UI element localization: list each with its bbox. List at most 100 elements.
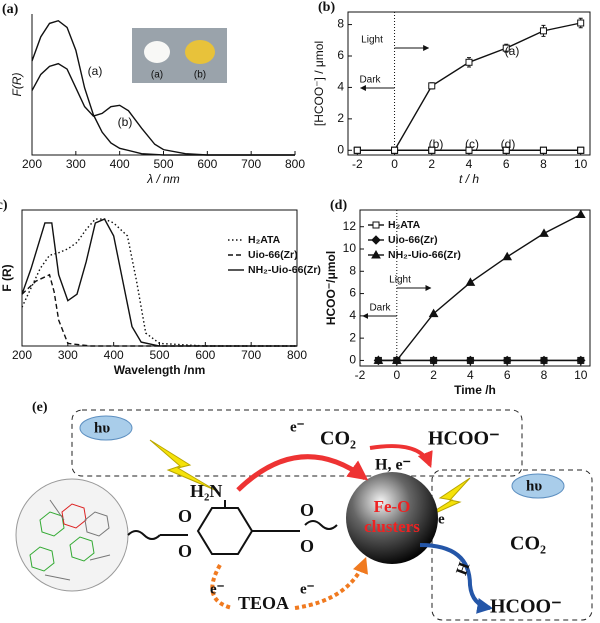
electron-label: e⁻ [290,419,305,435]
x-tick-label: 600 [195,348,215,362]
x-tick-label: 6 [503,157,510,171]
linker [127,530,161,540]
marker [465,58,473,66]
panel-label: (b) [318,0,335,15]
marker [502,44,510,52]
marker [502,251,513,261]
annotation: Dark [369,303,391,314]
formate-label: HCOO⁻ [428,428,500,450]
x-tick-label: 2 [428,157,435,171]
y-tick-label: 8 [337,17,344,31]
teoa-label: TEOA [238,593,289,613]
y-tick-label: 10 [343,241,357,255]
marker [353,146,361,154]
annotation: Light [389,275,411,286]
electron-arrow [210,560,365,610]
x-axis-label: Wavelength /nm [114,363,206,377]
dashed-box [71,409,523,477]
y-axis-label: F (R) [0,264,14,291]
x-tick-label: 8 [541,368,548,382]
marker [465,277,476,286]
y-axis-label: [HCOO⁻] / μmol [312,41,326,126]
sample [144,41,170,63]
y-tick-label: 4 [349,308,356,322]
inset-label: (a) [151,70,163,81]
oxygen-label: O [300,500,314,520]
x-tick-label: 800 [285,157,305,171]
marker [575,209,586,218]
panel-label: (e) [32,400,48,415]
series-line [21,273,297,347]
series-line [31,19,295,156]
y-tick-label: 6 [349,286,356,300]
x-tick-label: 0 [393,368,400,382]
y-tick-label: 8 [349,263,356,277]
marker [577,19,585,27]
x-tick-label: 400 [104,348,124,362]
x-tick-label: 0 [391,157,398,171]
x-tick-label: -2 [352,157,363,171]
x-axis-label: Time /h [454,383,496,397]
photon-badge [511,473,565,499]
photon-label: hυ [94,420,110,436]
panel-label: (d) [330,198,347,213]
y-tick-label: 12 [343,219,357,233]
marker [465,355,476,366]
x-tick-label: 2 [430,368,437,382]
marker [539,27,547,35]
x-tick-label: 8 [540,157,547,171]
x-tick-label: 600 [197,157,217,171]
x-tick-label: 500 [149,348,169,362]
x-tick-label: 6 [504,368,511,382]
legend-label: NH₂-Uio-66(Zr) [388,249,461,261]
x-tick-label: 800 [287,348,307,362]
legend-label: Uio-66(Zr) [388,234,438,246]
legend-marker [371,235,381,245]
marker [391,355,402,364]
marker [539,355,549,366]
marker [502,146,510,154]
y-tick-label: 2 [349,330,356,344]
x-tick-label: 4 [466,157,473,171]
x-tick-label: 300 [66,157,86,171]
y-axis-label: F(R) [10,73,24,97]
electron-arrow [236,454,369,492]
marker [373,355,384,364]
x-axis-label: t / h [459,172,479,186]
amine-label: H₂N [190,481,222,501]
series-line [21,218,297,347]
x-tick-label: 300 [58,348,78,362]
reduction-arrow [419,543,494,614]
marker [577,146,585,154]
x-tick-label: 10 [574,157,588,171]
marker [502,355,512,366]
photon-badge [79,415,133,441]
proton-label: H, e⁻ [375,457,411,474]
y-tick-label: 4 [337,80,344,94]
electron-label: e⁻ [210,581,225,597]
legend-marker [371,249,381,259]
y-tick-label: 0 [349,353,356,367]
co2-label: CO₂ [320,428,356,450]
cluster-label: Fe-O [374,497,411,516]
mof-structure [29,499,111,581]
linker [304,520,338,530]
x-tick-label: 200 [12,348,32,362]
cluster-label: clusters [364,517,420,536]
formate-label: HCOO⁻ [490,596,562,618]
plot-frame [21,209,298,347]
electron-label: e [438,511,445,527]
legend-marker [372,221,380,229]
x-tick-label: 700 [241,348,261,362]
x-axis-label: λ / nm [146,172,180,186]
fe-o-cluster [346,472,438,564]
y-axis-label: HCOO⁻/μmol [324,251,338,325]
x-tick-label: 400 [110,157,130,171]
dashed-box [431,469,593,621]
x-tick-label: 700 [241,157,261,171]
inset-label: (b) [194,70,206,81]
bond [224,500,300,532]
annotation: Dark [359,75,381,86]
